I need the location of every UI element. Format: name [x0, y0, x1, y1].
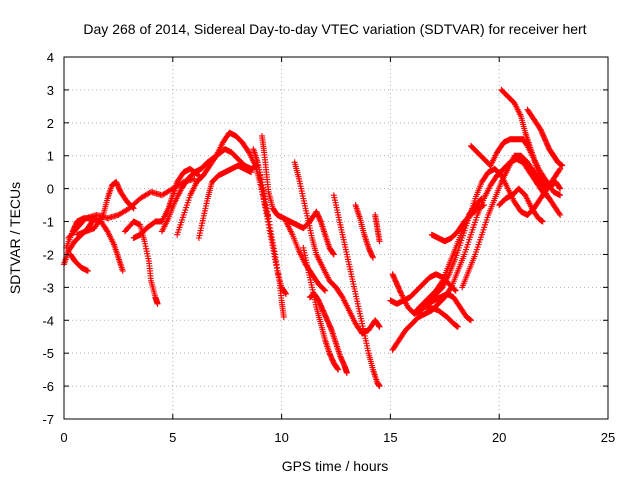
data-point-marker [376, 323, 383, 330]
series-track-18 [330, 192, 383, 390]
y-tick-label: -6 [42, 379, 54, 394]
data-point-marker [343, 369, 350, 376]
x-tick-label: 0 [60, 430, 67, 445]
data-point-marker [376, 383, 383, 390]
data-point-marker [321, 286, 328, 293]
y-tick-label: -7 [42, 412, 54, 427]
series-track-27 [428, 202, 487, 245]
data-point-marker [282, 290, 289, 297]
data-point-marker [335, 366, 342, 373]
series-track-26 [417, 304, 461, 330]
y-tick-label: 0 [47, 182, 54, 197]
y-tick-label: -5 [42, 346, 54, 361]
y-tick-label: -4 [42, 313, 54, 328]
y-tick-label: -2 [42, 247, 54, 262]
data-point-marker [451, 286, 458, 293]
series-track-23 [389, 156, 553, 353]
series-track-19 [352, 202, 376, 261]
series-track-13 [256, 172, 289, 297]
series-track-28 [459, 152, 564, 291]
data-point-marker [119, 267, 126, 274]
data-point-marker [557, 192, 564, 199]
data-point-marker [556, 210, 563, 217]
data-point-marker [376, 238, 383, 245]
series-track-07 [130, 165, 202, 241]
data-point-marker [154, 300, 161, 307]
series-track-12 [259, 132, 337, 258]
y-tick-label: 1 [47, 149, 54, 164]
data-point-marker [322, 287, 329, 294]
data-point-marker [248, 169, 255, 176]
data-point-marker [559, 162, 566, 169]
y-tick-label: 3 [47, 83, 54, 98]
data-point-marker [557, 211, 564, 218]
series-track-31 [496, 185, 546, 225]
series-track-20 [372, 211, 383, 245]
data-point-marker [447, 285, 454, 292]
series-track-17 [306, 290, 350, 376]
data-point-marker [438, 279, 445, 286]
data-point-marker [452, 287, 459, 294]
series-track-03 [67, 251, 91, 274]
series-track-32 [524, 106, 566, 169]
data-point-marker [478, 195, 485, 202]
x-tick-label: 25 [601, 430, 615, 445]
data-point-marker [556, 167, 563, 174]
y-tick-label: -3 [42, 280, 54, 295]
series-track-08 [158, 146, 261, 235]
data-point-marker [477, 196, 484, 203]
series-track-22 [389, 271, 474, 324]
y-tick-label: -1 [42, 215, 54, 230]
x-tick-label: 20 [492, 430, 506, 445]
series-track-10 [195, 162, 255, 241]
y-tick-label: 2 [47, 116, 54, 131]
data-point-marker [557, 185, 564, 192]
plot-frame [63, 56, 609, 420]
data-series [61, 86, 566, 390]
data-point-marker [539, 218, 546, 225]
data-point-marker [369, 254, 376, 261]
chart-title: Day 268 of 2014, Sidereal Day-to-day VTE… [83, 21, 586, 37]
data-point-marker [480, 202, 487, 209]
data-point-marker [330, 251, 337, 258]
x-tick-label: 10 [274, 430, 288, 445]
x-tick-label: 15 [383, 430, 397, 445]
data-point-marker [467, 317, 474, 324]
y-axis-label: SDTVAR / TECUs [7, 182, 23, 294]
x-axis-label: GPS time / hours [282, 458, 389, 474]
series-track-14 [291, 159, 383, 337]
data-point-marker [84, 267, 91, 274]
series-track-04 [74, 179, 137, 238]
series-track-30 [498, 86, 564, 192]
x-tick-label: 5 [169, 430, 176, 445]
data-point-marker [280, 313, 287, 320]
y-tick-label: 4 [47, 50, 54, 65]
data-point-marker [454, 323, 461, 330]
